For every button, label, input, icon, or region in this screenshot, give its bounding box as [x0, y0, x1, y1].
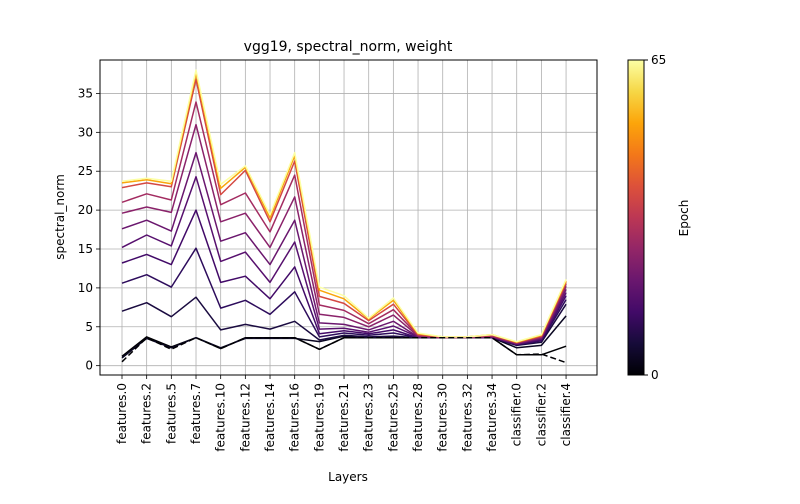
x-tick-label: features.12: [238, 383, 252, 452]
chart-title: vgg19, spectral_norm, weight: [244, 39, 453, 55]
x-tick-label: features.28: [411, 383, 425, 452]
y-tick-label: 10: [78, 281, 93, 295]
y-tick-label: 0: [85, 359, 93, 373]
x-tick-label: classifier.0: [510, 383, 524, 446]
y-tick-label: 20: [78, 203, 93, 217]
x-axis: features.0 features.2 features.5 features.7…: [115, 375, 573, 452]
y-axis: 0 5 10 15 20 25 30 35: [78, 86, 100, 373]
colorbar: 65 0 Epoch: [627, 53, 691, 382]
x-tick-label: features.30: [436, 383, 450, 452]
x-tick-label: classifier.4: [559, 383, 573, 446]
y-axis-label: spectral_norm: [53, 174, 67, 260]
plot-frame: [99, 59, 598, 376]
x-tick-label: features.10: [214, 383, 228, 452]
x-tick-label: features.21: [337, 383, 351, 452]
colorbar-gradient: [627, 59, 645, 376]
y-tick-label: 5: [85, 320, 93, 334]
series-line-epoch-38: [121, 101, 567, 344]
y-tick-label: 15: [78, 242, 93, 256]
grid: [100, 60, 597, 375]
colorbar-label: Epoch: [677, 200, 691, 237]
x-tick-label: features.25: [386, 383, 400, 452]
series-line-epoch-65: [121, 69, 567, 343]
series-layer: [121, 69, 567, 364]
x-tick-label: features.14: [263, 383, 277, 452]
colorbar-max-label: 65: [651, 53, 666, 67]
x-tick-label: features.0: [115, 383, 129, 444]
x-tick-label: features.23: [362, 383, 376, 452]
y-tick-label: 35: [78, 86, 93, 100]
x-tick-label: features.2: [140, 383, 154, 444]
x-tick-label: classifier.2: [534, 383, 548, 446]
series-line-epoch-26: [121, 151, 567, 345]
series-line-epoch-15: [121, 209, 567, 346]
x-tick-label: features.19: [312, 383, 326, 452]
y-tick-label: 30: [78, 125, 93, 139]
x-tick-label: features.32: [460, 383, 474, 452]
y-tick-label: 25: [78, 164, 93, 178]
colorbar-min-label: 0: [651, 368, 659, 382]
x-tick-label: features.7: [189, 383, 203, 444]
x-tick-label: features.16: [288, 383, 302, 452]
x-tick-label: features.34: [485, 383, 499, 452]
x-tick-label: features.5: [164, 383, 178, 444]
x-axis-label: Layers: [328, 470, 368, 484]
series-line-epoch-0-dashed: [121, 336, 567, 364]
